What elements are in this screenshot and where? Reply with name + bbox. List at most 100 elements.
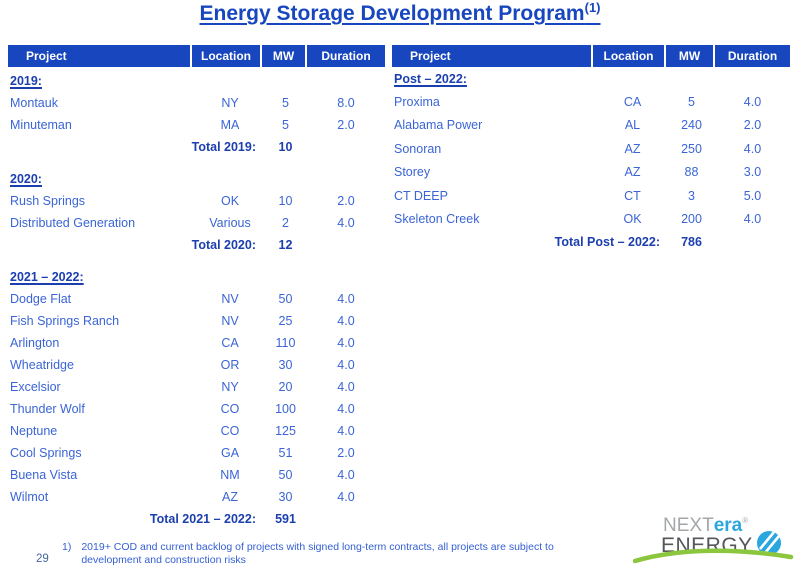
section-label-cell: 2021 – 2022:	[8, 270, 385, 284]
total-row: Total 2020: 12	[8, 234, 385, 256]
total-value: 786	[681, 235, 702, 250]
section-header-row: 2021 – 2022:	[8, 266, 385, 288]
nextera-energy-logo: NEXTera® ENERGY	[633, 515, 794, 564]
mw-cell: 240	[681, 118, 702, 133]
duration-cell: 4.0	[337, 424, 355, 438]
logo-era-text: era	[714, 515, 743, 536]
table-row: Thunder Wolf CO 100 4.0	[8, 398, 385, 420]
location-cell: CA	[623, 95, 642, 110]
section-label: Post – 2022:	[394, 71, 467, 86]
project-cell: Wheatridge	[10, 358, 74, 372]
duration-cell: 4.0	[337, 468, 355, 482]
duration-cell: 4.0	[743, 212, 762, 227]
projects-table-left: Project Location MW Duration 2019: Montauk NY 5…	[8, 45, 385, 530]
mw-cell: 2	[282, 216, 289, 230]
duration-cell: 2.0	[337, 118, 355, 132]
location-cell: CO	[220, 402, 240, 416]
logo-next-text: NEXTera®	[663, 515, 748, 536]
project-cell: Arlington	[10, 336, 60, 350]
mw-cell: 10	[278, 194, 293, 208]
total-row: Total 2019: 10	[8, 136, 385, 158]
mw-cell: 110	[275, 336, 296, 350]
logo-green-arc	[633, 548, 794, 564]
duration-cell: 4.0	[337, 490, 355, 504]
project-cell: Fish Springs Ranch	[10, 314, 120, 328]
section-label: 2021 – 2022:	[10, 270, 84, 284]
table-header-row: Project Location MW Duration	[392, 45, 790, 67]
mw-cell: 51	[278, 446, 293, 460]
total-label: Total 2021 – 2022:	[149, 512, 256, 526]
location-cell: CA	[221, 336, 239, 350]
project-cell: Alabama Power	[394, 118, 483, 133]
column-header-loc: Location	[593, 45, 664, 67]
duration-cell: 4.0	[743, 141, 762, 156]
location-cell: NY	[221, 96, 239, 110]
total-row: Total Post – 2022: 786	[392, 231, 790, 254]
total-value: 10	[278, 140, 293, 154]
mw-cell: 5	[688, 95, 695, 110]
duration-cell: 4.0	[337, 380, 355, 394]
total-value: 591	[275, 512, 296, 526]
duration-cell: 4.0	[337, 314, 355, 328]
total-label: Total 2019:	[191, 140, 256, 154]
footnote-line-2: development and construction risks	[81, 554, 246, 566]
table-row: Neptune CO 125 4.0	[8, 420, 385, 442]
footnote-line-1: 2019+ COD and current backlog of project…	[81, 541, 554, 553]
page-title: Energy Storage Development Program(1)	[199, 1, 601, 25]
location-cell: OK	[220, 194, 240, 208]
project-cell: Neptune	[10, 424, 58, 438]
table-row: Distributed Generation Various 2 4.0	[8, 212, 385, 234]
table-row: Alabama Power AL 240 2.0	[392, 114, 790, 137]
total-row: Total 2021 – 2022: 591	[8, 508, 385, 530]
duration-cell: 8.0	[337, 96, 355, 110]
footnote-text: 2019+ COD and current backlog of project…	[81, 541, 553, 567]
mw-cell: 100	[275, 402, 296, 416]
location-cell: GA	[220, 446, 240, 460]
table-row: Proxima CA 5 4.0	[392, 90, 790, 113]
mw-cell: 30	[278, 358, 293, 372]
mw-cell: 50	[278, 468, 293, 482]
project-cell: Excelsior	[10, 380, 61, 394]
page-title-text: Energy Storage Development Program	[199, 2, 585, 25]
mw-cell: 5	[282, 96, 289, 110]
location-cell: NY	[221, 380, 239, 394]
duration-cell: 4.0	[337, 402, 355, 416]
section-label-cell: 2020:	[8, 172, 385, 186]
table-row: Skeleton Creek OK 200 4.0	[392, 207, 790, 230]
project-cell: Thunder Wolf	[10, 402, 85, 416]
project-cell: Skeleton Creek	[394, 212, 480, 227]
duration-cell: 2.0	[743, 118, 762, 133]
location-cell: NV	[221, 314, 239, 328]
project-cell: Montauk	[10, 96, 58, 110]
section-header-row: 2019:	[8, 70, 385, 92]
table-row: Minuteman MA 5 2.0	[8, 114, 385, 136]
logo-registered-mark: ®	[742, 516, 748, 525]
duration-cell: 5.0	[743, 188, 762, 203]
footnote-number: 1)	[62, 541, 72, 553]
duration-cell: 2.0	[337, 446, 355, 460]
logo-swoosh-icon	[757, 531, 781, 555]
duration-cell: 3.0	[743, 165, 762, 180]
total-label: Total Post – 2022:	[554, 235, 660, 250]
column-header-mw: MW	[666, 45, 713, 67]
location-cell: AZ	[624, 165, 641, 180]
mw-cell: 20	[278, 380, 293, 394]
project-cell: Distributed Generation	[10, 216, 136, 230]
section-header-row: Post – 2022:	[392, 67, 790, 90]
projects-table-right: Project Location MW Duration Post – 2022: Pro…	[392, 45, 790, 254]
location-cell: OK	[623, 212, 642, 227]
location-cell: AZ	[624, 141, 641, 156]
table-body: Post – 2022: Proxima CA 5 4.0 Alabama Power AL…	[392, 67, 790, 254]
project-cell: CT DEEP	[394, 188, 448, 203]
mw-cell: 250	[681, 141, 702, 156]
duration-cell: 4.0	[337, 292, 355, 306]
table-row: Rush Springs OK 10 2.0	[8, 190, 385, 212]
slide-title: Energy Storage Development Program(1)	[0, 1, 800, 26]
project-cell: Storey	[394, 165, 431, 180]
project-cell: Sonoran	[394, 141, 442, 156]
duration-cell: 4.0	[743, 95, 762, 110]
location-cell: OR	[220, 358, 240, 372]
table-row: Sonoran AZ 250 4.0	[392, 137, 790, 160]
mw-cell: 200	[681, 212, 702, 227]
location-cell: AZ	[222, 490, 238, 504]
